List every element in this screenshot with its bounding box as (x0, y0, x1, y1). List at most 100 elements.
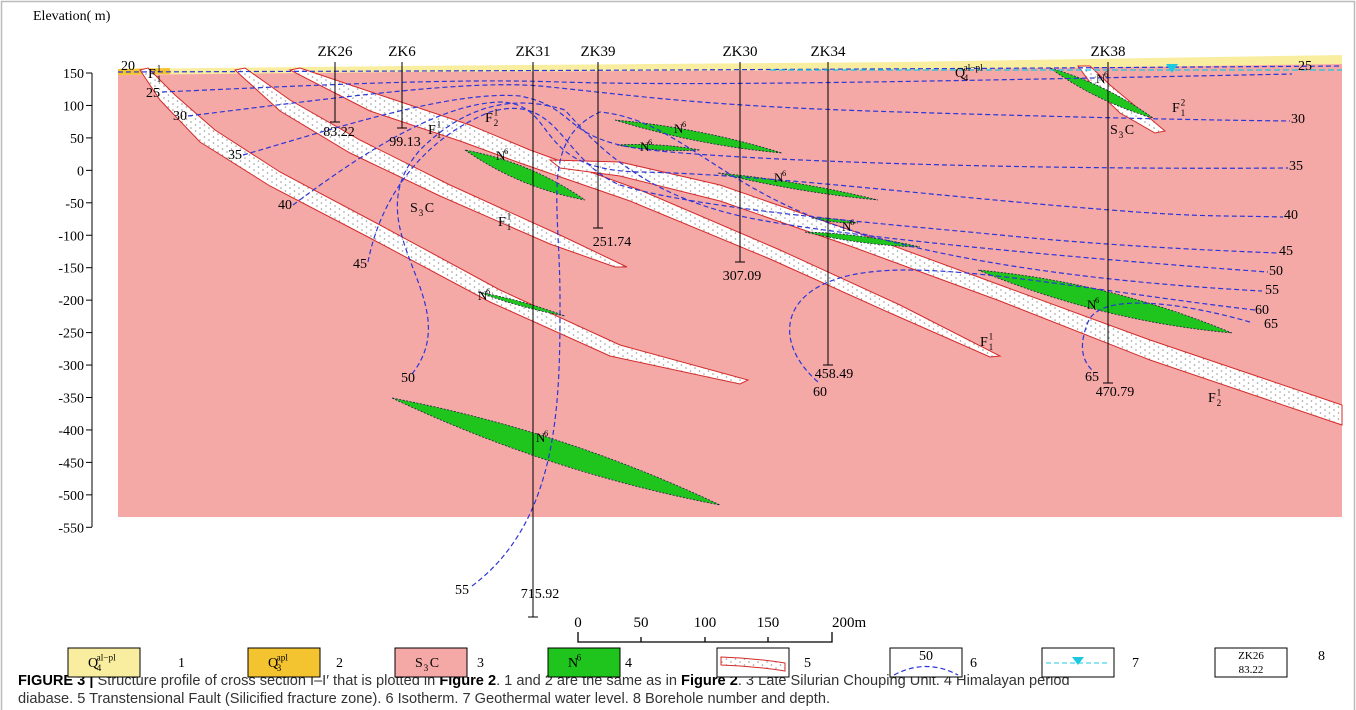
scale-label: 150 (757, 615, 780, 631)
isotherm-label: 60 (813, 385, 827, 400)
isotherm-label: 60 (1255, 303, 1269, 318)
isotherm-label: 30 (1291, 112, 1305, 127)
isotherm-label: 25 (146, 86, 160, 101)
tick-label: -500 (58, 489, 84, 504)
legend-symbol: 3 (424, 663, 429, 673)
scale-label: 0 (574, 615, 582, 631)
isotherm-label: 25 (1298, 59, 1312, 74)
diabase-label: 6 (782, 168, 787, 178)
tick-label: -200 (58, 294, 84, 309)
stratum-label: 3 (419, 208, 424, 218)
borehole-name: ZK26 (318, 44, 353, 60)
tick-label: 100 (63, 99, 84, 114)
borehole-name: ZK39 (581, 44, 616, 60)
fault-label: 1 (507, 222, 512, 232)
diabase-label: 6 (544, 428, 549, 438)
scale-label: 200m (832, 615, 867, 631)
fault-label: F (428, 123, 436, 138)
legend-sample: 50 (919, 649, 933, 664)
borehole-depth: 307.09 (723, 269, 762, 284)
diabase-label: 6 (1095, 295, 1100, 305)
legend-number: 4 (625, 656, 632, 671)
borehole-depth: 99.13 (389, 135, 421, 150)
borehole-depth: 83.22 (323, 125, 355, 140)
tick-label: -300 (58, 359, 84, 374)
stratum-label: C (1125, 123, 1134, 138)
fault-label: 1 (437, 130, 442, 140)
fault-label: 1 (989, 342, 994, 352)
caption-segment: diabase. 5 Transtensional Fault (Silicif… (18, 691, 830, 707)
legend-number: 2 (336, 656, 343, 671)
tick-label: -400 (58, 424, 84, 439)
fault-label: 1 (1217, 388, 1222, 398)
fault-label: 2 (1217, 398, 1222, 408)
fault-label: F (1208, 391, 1216, 406)
borehole-depth: 251.74 (593, 235, 632, 250)
tick-label: -450 (58, 456, 84, 471)
legend-number: 1 (178, 656, 185, 671)
tick-label: -50 (65, 197, 84, 212)
isotherm-label: 45 (1279, 244, 1293, 259)
legend-sample: ZK26 (1238, 650, 1264, 662)
tick-label: -100 (58, 229, 84, 244)
scale-line (578, 632, 832, 642)
legend-symbol: al−pl (97, 653, 116, 663)
fault-label: 1 (157, 64, 162, 74)
diabase-label: 6 (850, 217, 855, 227)
borehole-depth: 470.79 (1096, 385, 1135, 400)
borehole-name: ZK38 (1091, 44, 1126, 60)
legend-symbol: C (430, 656, 439, 671)
legend-number: 6 (970, 656, 977, 671)
figure: Elevation( m) FIGURE 3 | Structure profi… (0, 0, 1356, 710)
fault-label: F (980, 335, 988, 350)
fault-label: F (485, 111, 493, 126)
stratum-label: 3 (1119, 130, 1124, 140)
fault-label: F (498, 215, 506, 230)
isotherm-label: 50 (401, 371, 415, 386)
isotherm-label: 35 (1289, 159, 1303, 174)
tick-label: -550 (58, 521, 84, 536)
isotherm-label: 20 (121, 59, 135, 74)
isotherm-label: 65 (1085, 370, 1099, 385)
fault-label: 1 (507, 212, 512, 222)
tick-label: -350 (58, 392, 84, 407)
tick-label: 0 (77, 164, 84, 179)
caption: diabase. 5 Transtensional Fault (Silicif… (18, 691, 830, 707)
legend-number: 5 (804, 656, 811, 671)
diabase-label: 6 (504, 146, 509, 156)
legend-number: 8 (1318, 649, 1325, 664)
isotherm-label: 55 (1265, 283, 1279, 298)
diabase-label: 6 (648, 137, 653, 147)
legend-sample: 83.22 (1239, 664, 1264, 676)
fault-label: 1 (437, 120, 442, 130)
isotherm-label: 55 (455, 583, 469, 598)
borehole-name: ZK31 (516, 44, 551, 60)
diabase-label: 6 (682, 119, 687, 129)
fault-label: 1 (989, 332, 994, 342)
isotherm-label: 30 (173, 109, 187, 124)
borehole-depth: 715.92 (521, 587, 560, 602)
tick-label: -150 (58, 262, 84, 277)
isotherm-label: 45 (353, 257, 367, 272)
fault-label: 2 (1181, 98, 1186, 108)
fault-label: 2 (494, 118, 499, 128)
legend-symbol: apl (277, 653, 289, 663)
isotherm-label: 50 (1269, 264, 1283, 279)
stratum-label: S (1110, 123, 1118, 138)
tick-label: 50 (70, 132, 84, 147)
legend-box (548, 648, 620, 677)
isotherm-label: 65 (1264, 317, 1278, 332)
borehole-name: ZK6 (388, 44, 416, 60)
legend-symbol: 4 (97, 663, 102, 673)
fault-label: 1 (494, 108, 499, 118)
borehole-depth: 458.49 (815, 367, 854, 382)
isotherm-label: 40 (1284, 208, 1298, 223)
scale-label: 100 (694, 615, 717, 631)
tick-label: -250 (58, 327, 84, 342)
diabase-label: 6 (1104, 69, 1109, 79)
fault-label: F (148, 67, 156, 82)
legend-number: 7 (1132, 656, 1139, 671)
stratum-label: C (425, 201, 434, 216)
legend-number: 3 (477, 656, 484, 671)
axis-title: Elevation( m) (33, 9, 111, 24)
